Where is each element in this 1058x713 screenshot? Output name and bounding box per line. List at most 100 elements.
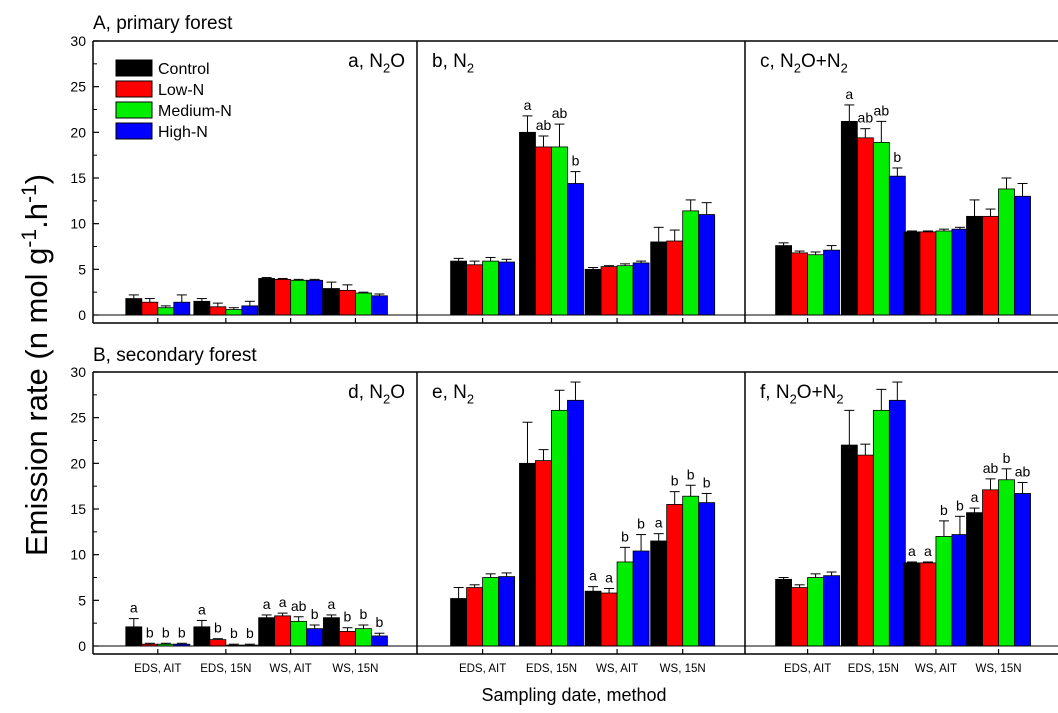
bar-medium-n	[935, 536, 953, 647]
y-tick-label: 0	[78, 307, 86, 323]
x-tick-label: WS, AIT	[915, 663, 957, 675]
bar-high-n	[823, 575, 840, 647]
bar-medium-n	[935, 230, 953, 316]
significance-letter: b	[893, 149, 901, 165]
x-tick-label: EDS, AIT	[459, 663, 506, 675]
significance-letter: a	[924, 543, 932, 559]
bar-control	[258, 617, 276, 647]
significance-letter: b	[146, 624, 154, 640]
bar-high-n	[306, 279, 324, 316]
bar-low-n	[856, 137, 874, 316]
panel-title: f, N2O+N2	[760, 382, 844, 406]
significance-letter: b	[311, 606, 319, 622]
bar-high-n	[888, 175, 906, 316]
bar-control	[125, 626, 143, 647]
legend-swatch-low-n	[115, 80, 153, 98]
panel-a: 0 5 10 15 20 25 30 a, N2O Control Low-N Medium-N Hi…	[70, 33, 417, 323]
bar-medium-n	[355, 292, 372, 316]
bar-medium-n	[355, 628, 372, 647]
bar-low-n	[919, 231, 937, 316]
bar-low-n	[209, 639, 227, 647]
x-tick-label: WS, 15N	[660, 663, 706, 675]
x-tick-label: EDS, 15N	[848, 663, 899, 675]
bar-high-n	[241, 305, 259, 316]
bar-medium-n	[807, 577, 824, 647]
bar-control	[519, 462, 536, 647]
y-tick-label: 20	[70, 455, 86, 471]
significance-letter: b	[360, 606, 368, 622]
y-tick-label: 5	[78, 261, 86, 277]
bar-control	[323, 288, 340, 316]
bar-control	[903, 562, 921, 647]
bar-control	[966, 512, 983, 647]
y-tick-label: 15	[70, 170, 86, 186]
bar-medium-n	[157, 307, 175, 316]
bar-control	[650, 241, 668, 316]
x-tick-label: EDS, 15N	[200, 663, 251, 675]
bar-medium-n	[998, 188, 1015, 316]
x-tick-label: WS, AIT	[270, 663, 312, 675]
bar-low-n	[791, 252, 808, 316]
bar-low-n	[274, 278, 292, 316]
y-tick-label: 10	[70, 547, 86, 563]
bar-control	[193, 300, 211, 316]
bar-medium-n	[482, 577, 500, 647]
significance-letter: b	[703, 474, 711, 490]
legend-label: Medium-N	[158, 103, 232, 120]
bar-control	[840, 444, 858, 647]
bar-high-n	[1014, 493, 1031, 647]
bar-low-n	[339, 289, 356, 316]
significance-letter: b	[246, 625, 254, 641]
significance-letter: b	[1003, 450, 1011, 466]
bar-high-n	[371, 635, 388, 647]
significance-letter: b	[344, 609, 352, 625]
bar-control	[840, 120, 858, 316]
y-tick-label: 5	[78, 592, 86, 608]
bar-control	[650, 540, 668, 647]
bar-low-n	[982, 489, 999, 647]
bar-low-n	[982, 215, 999, 316]
legend-swatch-high-n	[115, 122, 153, 140]
bar-low-n	[466, 264, 484, 316]
x-tick-label: EDS, 15N	[526, 663, 577, 675]
bar-control	[125, 298, 143, 316]
bar-medium-n	[872, 409, 890, 647]
section-a-title: A, primary forest	[93, 13, 233, 34]
y-tick-label: 10	[70, 216, 86, 232]
panel-title: e, N2	[432, 382, 474, 406]
y-tick-label: 30	[70, 33, 86, 49]
bar-control	[584, 590, 602, 647]
significance-letter: ab	[983, 460, 999, 476]
significance-letter: b	[956, 497, 964, 513]
significance-letter: b	[687, 466, 695, 482]
legend: Control Low-N Medium-N High-N	[115, 59, 232, 141]
significance-letter: b	[162, 624, 170, 640]
bar-medium-n	[682, 210, 700, 316]
bar-low-n	[666, 504, 684, 647]
legend-label: Low-N	[158, 82, 204, 99]
significance-letter: b	[572, 153, 580, 169]
bar-high-n	[698, 502, 716, 647]
bar-low-n	[791, 587, 808, 647]
bar-high-n	[632, 262, 650, 316]
bar-control	[966, 215, 983, 316]
y-tick-label: 0	[78, 638, 86, 654]
bar-medium-n	[616, 561, 634, 647]
bar-high-n	[698, 214, 716, 316]
bar-low-n	[919, 562, 937, 647]
panel-title: b, N2	[432, 51, 474, 75]
section-b-title: B, secondary forest	[93, 345, 257, 366]
x-tick-label: EDS, AIT	[134, 663, 181, 675]
legend-swatch-control	[115, 59, 153, 77]
y-tick-label: 20	[70, 124, 86, 140]
significance-letter: ab	[536, 117, 552, 133]
significance-letter: a	[971, 489, 979, 505]
bar-control	[450, 260, 468, 316]
x-tick-label: WS, 15N	[332, 663, 378, 675]
significance-letter: a	[845, 86, 853, 102]
